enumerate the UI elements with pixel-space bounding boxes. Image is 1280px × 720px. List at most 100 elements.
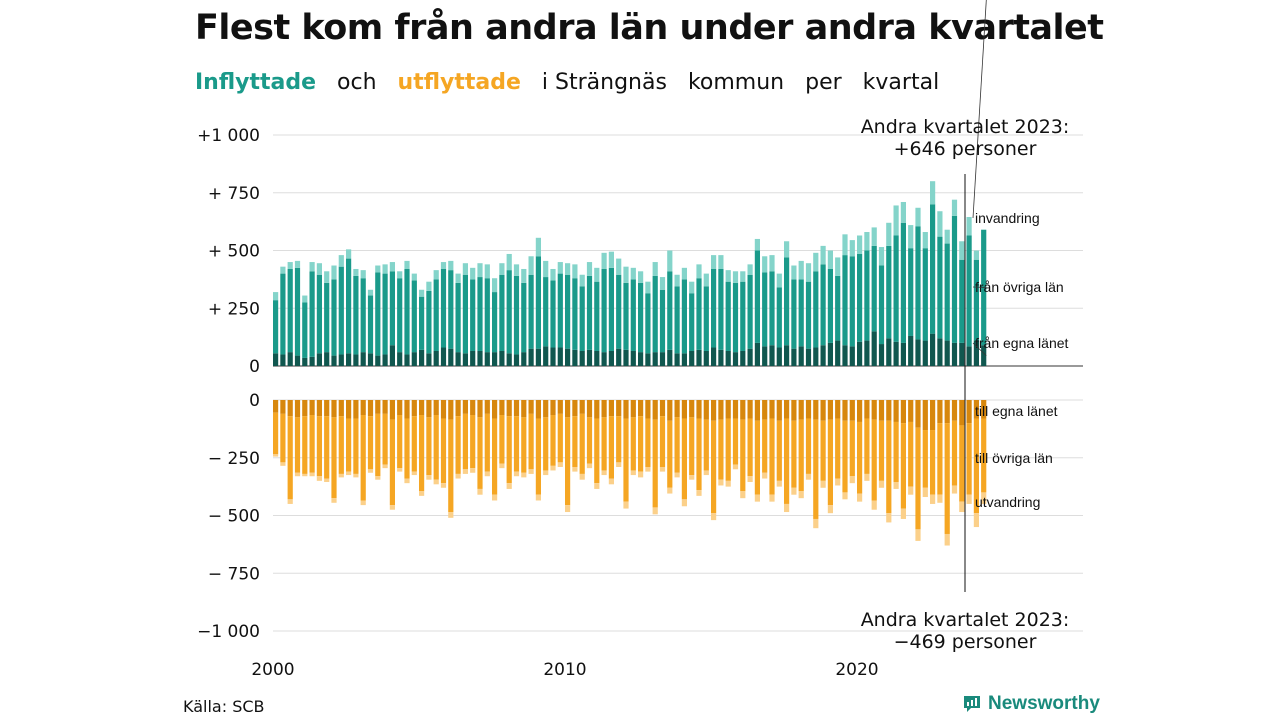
inflow-bar-0 xyxy=(397,352,403,366)
inflow-bar-1 xyxy=(528,274,534,349)
inflow-bar-1 xyxy=(864,250,870,341)
outflow-bar-2 xyxy=(411,471,417,476)
outflow-bar-0 xyxy=(922,400,928,431)
inflow-bar-2 xyxy=(776,273,782,288)
inflow-bar-0 xyxy=(557,347,563,366)
inflow-bar-0 xyxy=(805,348,812,366)
annotation-bottom-line2: −469 personer xyxy=(894,631,1037,653)
outflow-bar-0 xyxy=(813,400,819,420)
inflow-bar-0 xyxy=(616,348,622,366)
inflow-bar-2 xyxy=(535,237,541,257)
inflow-bar-0 xyxy=(426,353,432,366)
outflow-bar-1 xyxy=(769,418,775,495)
inflow-bar-1 xyxy=(499,274,505,351)
outflow-bar-1 xyxy=(784,418,790,504)
inflow-bar-1 xyxy=(367,295,374,354)
inflow-bar-1 xyxy=(331,279,337,356)
outflow-bar-1 xyxy=(659,416,666,467)
outflow-bar-2 xyxy=(784,503,790,513)
outflow-bar-2 xyxy=(331,498,337,503)
outflow-bar-0 xyxy=(535,400,541,419)
inflow-bar-1 xyxy=(886,245,892,339)
outflow-bar-2 xyxy=(871,500,877,510)
outflow-bar-1 xyxy=(302,416,308,474)
outflow-bar-0 xyxy=(674,400,680,418)
outflow-bar-1 xyxy=(287,416,293,500)
inflow-bar-0 xyxy=(951,342,958,366)
inflow-bar-0 xyxy=(433,350,439,366)
outflow-bar-1 xyxy=(579,413,585,474)
outflow-bar-1 xyxy=(842,420,848,493)
outflow-bar-2 xyxy=(630,470,636,476)
outflow-bar-0 xyxy=(959,400,965,426)
inflow-bar-1 xyxy=(966,235,972,347)
outflow-bar-0 xyxy=(616,400,622,417)
inflow-bar-0 xyxy=(389,345,395,366)
upper-series-leader xyxy=(972,342,987,356)
inflow-bar-0 xyxy=(915,339,921,366)
outflow-bar-1 xyxy=(835,418,841,479)
inflow-bar-2 xyxy=(397,271,403,279)
inflow-bar-1 xyxy=(689,293,695,351)
outflow-bar-1 xyxy=(360,415,366,501)
outflow-bar-1 xyxy=(820,420,826,481)
inflow-bar-2 xyxy=(681,267,687,280)
outflow-bar-0 xyxy=(462,400,468,414)
inflow-bar-1 xyxy=(638,282,644,353)
outflow-bar-0 xyxy=(732,400,739,419)
outflow-bar-0 xyxy=(878,400,885,421)
inflow-bar-1 xyxy=(849,256,855,347)
outflow-bar-0 xyxy=(455,400,461,417)
outflow-bar-0 xyxy=(338,400,344,417)
inflow-bar-0 xyxy=(572,349,578,366)
outflow-bar-0 xyxy=(769,400,775,419)
outflow-bar-2 xyxy=(718,479,724,486)
inflow-bar-0 xyxy=(944,340,950,366)
inflow-bar-2 xyxy=(484,264,490,279)
newsworthy-brand: Newsworthy xyxy=(962,693,1100,715)
inflow-bar-2 xyxy=(623,266,629,283)
inflow-bar-1 xyxy=(798,279,804,347)
inflow-bar-2 xyxy=(718,255,724,269)
inflow-bar-1 xyxy=(346,258,352,354)
inflow-bar-2 xyxy=(477,263,483,278)
outflow-bar-2 xyxy=(419,491,425,496)
inflow-bar-0 xyxy=(594,350,600,366)
outflow-bar-0 xyxy=(805,400,812,419)
outflow-bar-0 xyxy=(331,400,337,418)
outflow-bar-2 xyxy=(922,487,928,498)
outflow-bar-1 xyxy=(915,427,921,530)
outflow-bar-1 xyxy=(440,418,447,484)
outflow-bar-0 xyxy=(696,400,702,419)
outflow-bar-2 xyxy=(346,471,352,476)
outflow-bar-0 xyxy=(601,400,607,418)
outflow-bar-1 xyxy=(375,413,381,477)
outflow-bar-0 xyxy=(411,400,417,417)
outflow-bar-1 xyxy=(973,418,979,514)
inflow-bar-1 xyxy=(273,300,279,354)
outflow-bar-0 xyxy=(513,400,520,417)
inflow-bar-1 xyxy=(827,268,833,343)
lower-ytick-label: − 500 xyxy=(208,507,260,527)
inflow-bar-0 xyxy=(762,346,768,366)
outflow-bar-2 xyxy=(842,492,848,500)
inflow-bar-1 xyxy=(513,275,520,355)
inflow-bar-2 xyxy=(389,262,395,272)
outflow-bar-0 xyxy=(798,400,804,420)
outflow-bar-0 xyxy=(973,400,979,419)
outflow-bar-2 xyxy=(521,472,527,478)
inflow-bar-2 xyxy=(543,260,549,278)
outflow-bar-2 xyxy=(280,462,286,466)
outflow-bar-0 xyxy=(543,400,549,418)
inflow-bar-1 xyxy=(754,250,760,343)
inflow-bar-0 xyxy=(981,345,987,366)
outflow-bar-1 xyxy=(922,430,928,488)
upper-ytick-label: +1 000 xyxy=(197,126,260,146)
inflow-bar-0 xyxy=(586,349,593,366)
inflow-bar-0 xyxy=(681,353,687,366)
inflow-bar-1 xyxy=(667,271,673,350)
inflow-bar-2 xyxy=(769,255,775,272)
inflow-bar-0 xyxy=(900,342,906,366)
inflow-bar-0 xyxy=(579,350,585,366)
xtick-label: 2000 xyxy=(251,660,294,680)
